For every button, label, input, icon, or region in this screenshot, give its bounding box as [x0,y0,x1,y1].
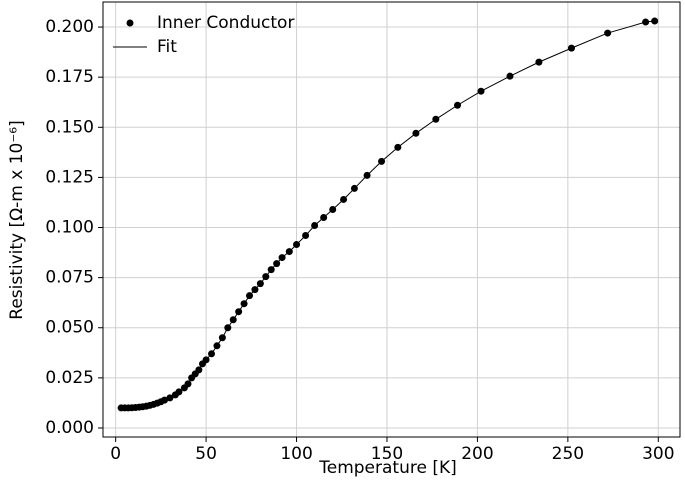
y-tick-label: 0.125 [45,167,94,187]
legend-marker [126,19,134,27]
y-tick-label: 0.000 [45,418,94,438]
legend-label: Fit [157,37,177,57]
y-tick-label: 0.100 [45,218,94,238]
y-tick-label: 0.025 [45,368,94,388]
fit-line [121,20,655,409]
y-tick-label: 0.150 [45,117,94,137]
x-tick-label: 100 [280,444,312,464]
plot-frame [102,1,681,438]
y-tick-label: 0.200 [45,17,94,37]
y-tick-label: 0.075 [45,268,94,288]
x-tick-label: 300 [642,444,674,464]
x-tick-label: 150 [371,444,403,464]
x-tick-label: 250 [552,444,584,464]
x-axis-label: Temperature [K] [318,458,457,478]
y-tick-label: 0.050 [45,318,94,338]
x-tick-label: 200 [461,444,493,464]
x-tick-label: 50 [195,444,217,464]
x-tick-label: 0 [110,444,121,464]
y-axis-label: Resistivity [Ω-m x 10⁻⁶] [7,120,27,319]
legend-label: Inner Conductor [157,13,294,33]
y-tick-label: 0.175 [45,67,94,87]
